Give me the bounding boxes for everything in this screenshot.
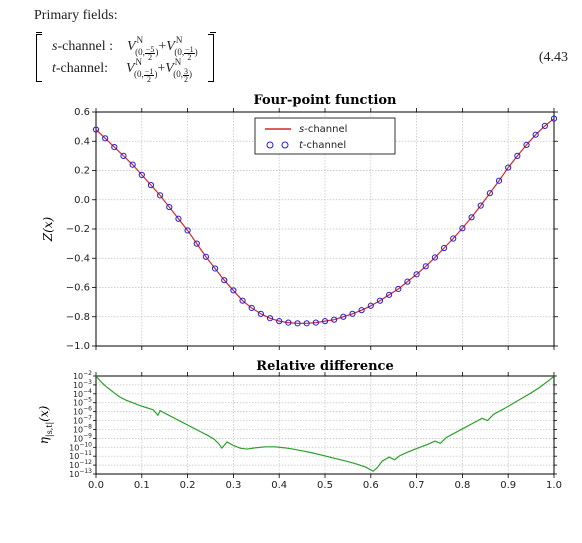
equation-number: (4.43: [539, 50, 568, 66]
svg-text:0.2: 0.2: [180, 480, 196, 491]
svg-text:0.5: 0.5: [317, 480, 333, 491]
svg-text:−0.8: −0.8: [66, 312, 90, 323]
svg-text:0.7: 0.7: [409, 480, 425, 491]
svg-text:10−13: 10−13: [69, 468, 92, 479]
svg-text:Four-point function: Four-point function: [253, 93, 397, 108]
equation-4-43: s-channel : VN(0,−52) + VN(0,−12) t-chan…: [34, 32, 568, 84]
svg-text:0.2: 0.2: [74, 166, 90, 177]
eq-row-s: s-channel : VN(0,−52) + VN(0,−12): [52, 36, 198, 58]
svg-text:0.9: 0.9: [500, 480, 516, 491]
svg-text:t-channel: t-channel: [299, 140, 346, 151]
svg-text:0.4: 0.4: [74, 136, 90, 147]
svg-text:0.4: 0.4: [271, 480, 287, 491]
svg-text:0.1: 0.1: [134, 480, 150, 491]
svg-text:−1.0: −1.0: [66, 341, 90, 352]
svg-text:−0.6: −0.6: [66, 283, 90, 294]
four-point-function-chart: Four-point function −1.0 −0.8 −0.6 −0.4 −0.2 0…: [34, 90, 568, 360]
svg-text:0.8: 0.8: [454, 480, 470, 491]
right-bracket: [208, 32, 216, 84]
svg-text:0.0: 0.0: [74, 195, 90, 206]
svg-text:η|s,t|(x): η|s,t|(x): [37, 405, 54, 444]
svg-text:0.6: 0.6: [363, 480, 379, 491]
svg-text:−0.4: −0.4: [66, 253, 90, 264]
svg-text:0.3: 0.3: [225, 480, 241, 491]
eq-row-t: t-channel: VN(0,−12) + VN(0,32): [52, 58, 198, 80]
svg-text:Relative difference: Relative difference: [256, 359, 393, 374]
svg-text:−0.2: −0.2: [66, 224, 90, 235]
relative-difference-chart: Relative difference10−210−310−410−510−61…: [34, 358, 568, 496]
svg-text:0.0: 0.0: [88, 480, 104, 491]
svg-text:s-channel: s-channel: [299, 124, 347, 135]
left-bracket: [34, 32, 42, 84]
svg-text:Z(x): Z(x): [41, 216, 55, 242]
svg-text:0.6: 0.6: [74, 107, 90, 118]
equation-bracket: s-channel : VN(0,−52) + VN(0,−12) t-chan…: [34, 32, 216, 84]
svg-text:1.0: 1.0: [546, 480, 562, 491]
primary-fields-label: Primary fields:: [34, 8, 568, 24]
